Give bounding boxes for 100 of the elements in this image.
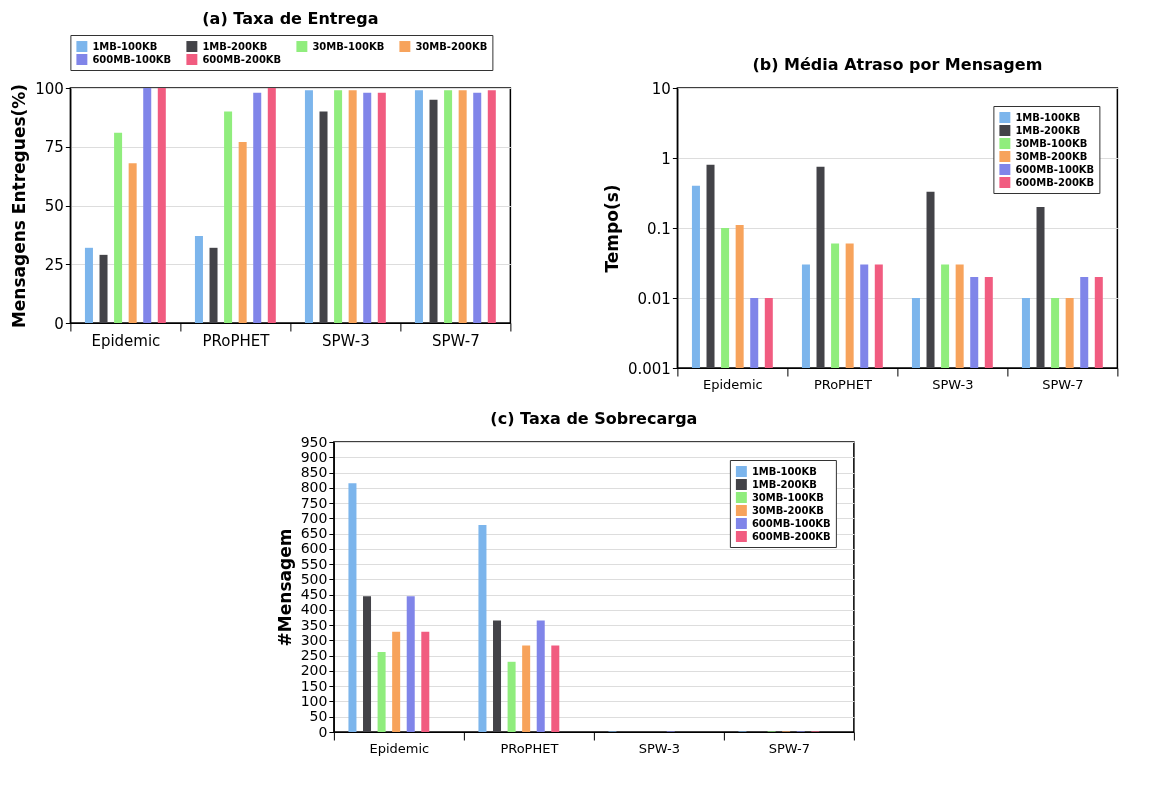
- x-tick-label: SPW-3: [638, 740, 681, 756]
- legend-label: 1MB-100KB: [751, 465, 817, 477]
- x-tick-label: PRoPHET: [500, 740, 559, 756]
- bar: [478, 525, 487, 732]
- bar: [429, 99, 438, 323]
- y-axis-title: Mensagens Entregues(%): [9, 83, 30, 329]
- legend-label: 1MB-200KB: [1015, 124, 1081, 136]
- x-tick-label: Epidemic: [369, 740, 430, 756]
- y-tick-label: 10: [651, 79, 671, 98]
- bar: [253, 92, 262, 323]
- x-tick-label: Epidemic: [702, 376, 763, 392]
- bar: [348, 483, 357, 732]
- bar: [444, 90, 453, 323]
- y-tick-label: 0: [318, 723, 328, 740]
- bar: [536, 620, 545, 732]
- y-tick-label: 200: [300, 662, 328, 679]
- chart-title: (c) Taxa de Sobrecarga: [490, 409, 698, 428]
- bar: [99, 254, 108, 323]
- y-tick-label: 0: [54, 314, 64, 333]
- legend-label: 1MB-200KB: [751, 478, 817, 490]
- y-tick-label: 250: [300, 647, 328, 664]
- bar: [143, 88, 152, 323]
- y-tick-label: 800: [300, 479, 328, 496]
- legend-label: 600MB-100KB: [1015, 163, 1095, 175]
- y-tick-label: 950: [300, 433, 328, 450]
- y-tick-label: 0.1: [647, 219, 671, 238]
- x-tick-label: SPW-3: [932, 376, 974, 392]
- x-tick-label: SPW-7: [432, 331, 480, 350]
- legend-label: 30MB-200KB: [415, 40, 488, 52]
- bar: [128, 163, 137, 323]
- legend-label: 600MB-100KB: [92, 53, 172, 65]
- bar: [157, 88, 166, 323]
- legend-label: 30MB-100KB: [751, 491, 824, 503]
- bar: [267, 88, 276, 323]
- y-tick-label: 0.01: [637, 289, 671, 308]
- x-tick-label: SPW-7: [1042, 376, 1084, 392]
- bar: [224, 111, 233, 323]
- legend-label: 30MB-100KB: [1015, 137, 1088, 149]
- legend-label: 1MB-100KB: [92, 40, 158, 52]
- y-tick-label: 600: [300, 540, 328, 557]
- legend-label: 600MB-200KB: [1015, 176, 1095, 188]
- bar: [507, 661, 516, 732]
- bar: [458, 90, 467, 323]
- legend-label: 1MB-100KB: [1015, 111, 1081, 123]
- bar: [551, 645, 560, 732]
- y-tick-label: 450: [300, 586, 328, 603]
- legend-label: 1MB-200KB: [202, 40, 268, 52]
- y-tick-label: 50: [309, 708, 328, 725]
- y-tick-label: 100: [300, 692, 328, 709]
- y-tick-label: 750: [300, 494, 328, 511]
- y-axis-title: #Mensagem: [274, 528, 295, 647]
- legend-label: 600MB-200KB: [751, 530, 831, 542]
- y-tick-label: 100: [35, 79, 64, 98]
- y-tick-label: 0.001: [627, 359, 671, 378]
- bar: [209, 247, 218, 323]
- bar: [522, 645, 531, 732]
- y-tick-label: 25: [44, 255, 64, 274]
- y-tick-label: 75: [44, 138, 64, 157]
- bar: [84, 247, 93, 323]
- legend-label: 600MB-100KB: [751, 517, 831, 529]
- bar: [114, 132, 123, 323]
- legend-label: 30MB-200KB: [1015, 150, 1088, 162]
- bar: [406, 596, 415, 732]
- bar: [473, 92, 482, 323]
- bar: [363, 92, 372, 323]
- bar: [414, 90, 423, 323]
- legend-label: 30MB-200KB: [751, 504, 824, 516]
- bar: [493, 620, 502, 732]
- bar: [348, 90, 357, 323]
- x-tick-label: SPW-3: [322, 331, 370, 350]
- legend-label: 30MB-100KB: [312, 40, 385, 52]
- y-tick-label: 1: [661, 149, 671, 168]
- bar: [304, 90, 313, 323]
- x-tick-label: SPW-7: [768, 740, 811, 756]
- y-tick-label: 550: [300, 555, 328, 572]
- chart-title: (b) Média Atraso por Mensagem: [752, 55, 1043, 74]
- bar: [194, 236, 203, 323]
- bar: [238, 142, 247, 323]
- bar: [377, 92, 386, 323]
- y-axis-title: Tempo(s): [601, 184, 622, 273]
- y-tick-label: 500: [300, 570, 328, 587]
- bar: [377, 652, 386, 732]
- bar: [487, 90, 496, 323]
- chart-title: (a) Taxa de Entrega: [202, 8, 379, 28]
- y-tick-label: 350: [300, 616, 328, 633]
- bar: [319, 111, 328, 323]
- y-tick-label: 400: [300, 601, 328, 618]
- x-tick-label: PRoPHET: [813, 376, 872, 392]
- y-tick-label: 50: [44, 197, 64, 215]
- bar: [363, 596, 372, 732]
- bar: [392, 631, 401, 732]
- bar: [421, 631, 430, 732]
- x-tick-label: PRoPHET: [202, 331, 271, 350]
- y-tick-label: 900: [300, 448, 328, 465]
- bar: [334, 90, 343, 323]
- y-tick-label: 650: [300, 525, 328, 542]
- legend-label: 600MB-200KB: [202, 53, 282, 65]
- y-tick-label: 850: [300, 464, 328, 481]
- y-tick-label: 700: [300, 509, 328, 526]
- y-tick-label: 300: [300, 631, 328, 648]
